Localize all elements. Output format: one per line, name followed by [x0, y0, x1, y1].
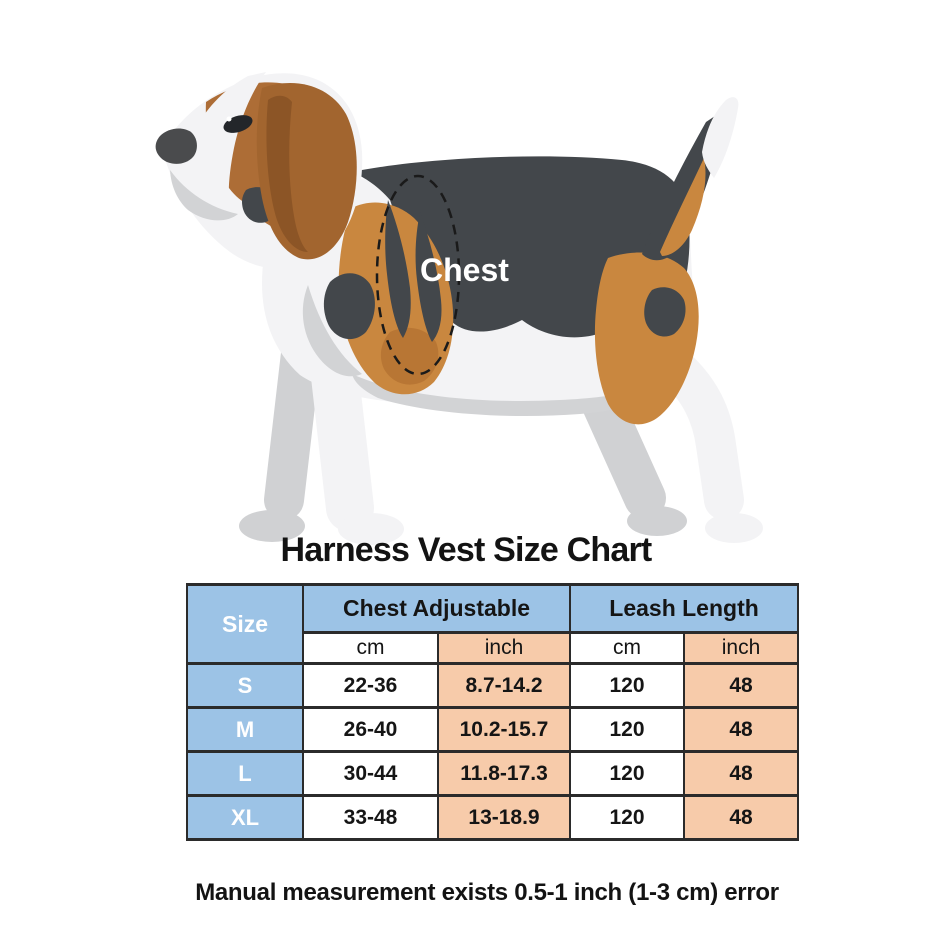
size-label: L	[186, 750, 304, 797]
table-cell: 48	[683, 706, 800, 753]
table-row: M 26-40 10.2-15.7 120 48	[186, 706, 800, 753]
table-cell: 48	[683, 662, 800, 709]
sub-header-chest-inch: inch	[436, 631, 572, 665]
dog-nose	[155, 128, 197, 164]
chest-label: Chest	[420, 252, 509, 288]
dog-tail	[642, 97, 739, 261]
col-header-leash: Leash Length	[569, 583, 800, 634]
table-cell: 11.8-17.3	[436, 750, 572, 797]
chest-measure-ellipse	[375, 174, 461, 376]
measurement-note: Manual measurement exists 0.5-1 inch (1-…	[195, 879, 779, 906]
table-cell: 120	[569, 662, 686, 709]
page-title: Harness Vest Size Chart	[280, 531, 653, 569]
chest-measure-overlay: Chest	[375, 174, 509, 376]
table-row: S 22-36 8.7-14.2 120 48	[186, 662, 800, 709]
col-header-chest: Chest Adjustable	[301, 583, 572, 634]
table-cell: 22-36	[302, 662, 439, 709]
size-label: XL	[186, 794, 304, 841]
table-cell: 30-44	[302, 750, 439, 797]
table-cell: 26-40	[302, 706, 439, 753]
sub-header-chest-cm: cm	[302, 631, 439, 665]
table-cell: 13-18.9	[436, 794, 572, 841]
table-cell: 120	[569, 750, 686, 797]
table-cell: 48	[683, 794, 800, 841]
col-header-size: Size	[186, 583, 304, 665]
table-cell: 10.2-15.7	[436, 706, 572, 753]
table-cell: 120	[569, 706, 686, 753]
table-row: XL 33-48 13-18.9 120 48	[186, 794, 800, 841]
dog-dark-accents	[323, 200, 686, 342]
size-label: S	[186, 662, 304, 709]
sub-header-leash-inch: inch	[683, 631, 800, 665]
dog-blaze	[196, 72, 266, 202]
sub-header-leash-cm: cm	[569, 631, 686, 665]
table-cell: 120	[569, 794, 686, 841]
dog-shading	[302, 285, 668, 417]
dog-head	[155, 72, 363, 270]
size-chart-table: Size Chest Adjustable Leash Length cm in…	[186, 583, 800, 841]
table-cell: 33-48	[302, 794, 439, 841]
size-label: M	[186, 706, 304, 753]
table-cell: 48	[683, 750, 800, 797]
table-cell: 8.7-14.2	[436, 662, 572, 709]
table-row: L 30-44 11.8-17.3 120 48	[186, 750, 800, 797]
